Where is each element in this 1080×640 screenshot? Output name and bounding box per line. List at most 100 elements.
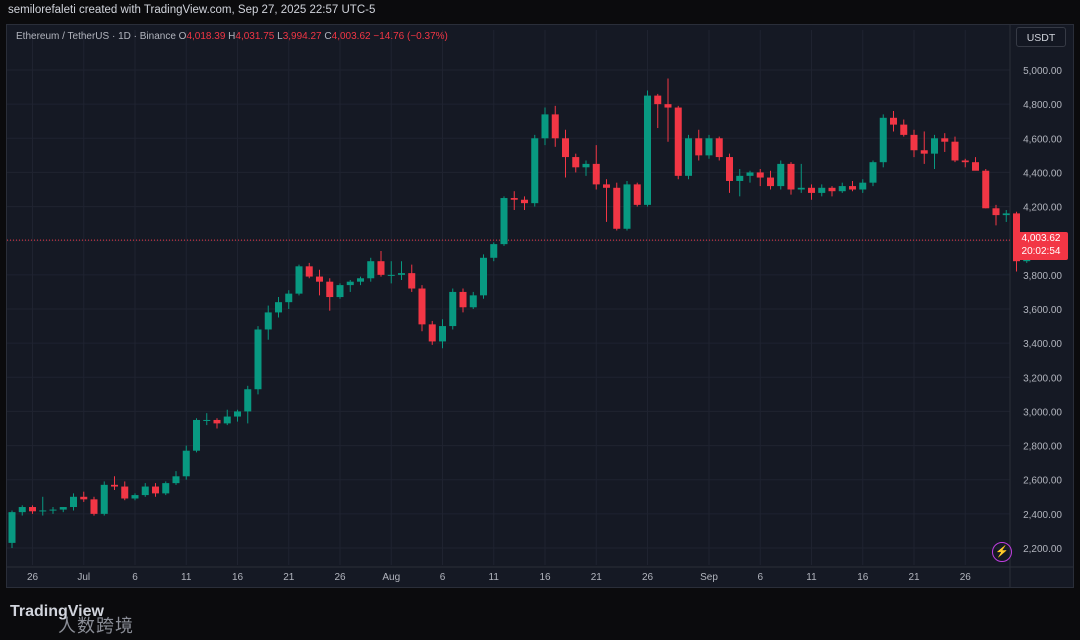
candle-body [787,163,795,190]
y-tick-label: 2,200.00 [1023,544,1062,555]
candle-body [767,177,774,187]
candle-body [141,486,149,496]
candle-body [582,163,590,168]
candle-body [531,138,539,204]
candle-body [562,138,569,158]
candle-body [541,114,549,139]
candle-body [18,507,26,513]
candle-body [613,187,621,229]
candle-body [1002,213,1010,216]
candle-body [961,160,969,163]
candle-body [480,257,487,296]
x-tick-label: 16 [539,572,551,583]
currency-button[interactable]: USDT [1016,27,1066,47]
candle-body [162,483,170,494]
y-tick-label: 4,600.00 [1023,134,1062,145]
candle-body [8,512,16,543]
candle-body [152,486,159,494]
candle-body [49,509,57,511]
candle-body [705,138,713,156]
candle-body [469,295,477,308]
candle-body [295,266,303,294]
candle-body [336,285,344,298]
candle-body [264,312,272,330]
candle-body [951,141,959,161]
candle-body [551,114,559,139]
close-label: C [324,31,332,42]
candle-body [80,496,88,500]
x-tick-label: 21 [283,572,295,583]
candle-body [726,157,733,181]
candle-body [849,186,856,190]
candle-body [418,288,426,325]
candle-body [100,484,108,514]
y-tick-label: 5,000.00 [1023,66,1062,77]
candle-body [623,184,631,229]
tradingview-logo: TradingView [10,603,104,620]
x-tick-label: 16 [232,572,244,583]
candle-body [275,302,282,313]
y-tick-label: 3,600.00 [1023,305,1062,316]
candle-body [510,198,518,200]
x-tick-label: 16 [857,572,869,583]
last-price-value: 4,003.62 [1021,233,1061,244]
candle-body [972,162,979,171]
candle-body [439,326,446,342]
ohlc-legend: Ethereum / TetherUS · 1D · Binance O4,01… [16,31,448,42]
candle-body [387,274,395,276]
y-tick-label: 3,000.00 [1023,407,1062,418]
candle-body [305,266,313,277]
x-tick-label: 6 [440,572,446,583]
low-label: L [277,31,283,42]
candle-body [234,411,241,417]
candle-body [90,499,98,514]
candle-body [428,324,436,342]
x-tick-label: 21 [591,572,603,583]
candle-body [572,157,580,168]
low-value: 3,994.27 [282,31,322,42]
candle-body [828,187,836,192]
candle-body [644,95,651,205]
candle-body [449,291,457,327]
candle-body [838,186,846,192]
x-tick-label: 26 [642,572,654,583]
candle-body [992,208,1000,216]
x-tick-label: Jul [77,572,90,583]
candle-body [254,329,262,390]
symbol-label[interactable]: Ethereum / TetherUS · 1D · Binance [16,31,176,42]
candle-body [490,244,498,258]
y-tick-label: 4,400.00 [1023,168,1062,179]
top-bar: semilorefaleti created with TradingView.… [0,0,1080,24]
x-tick-label: 6 [132,572,138,583]
high-label: H [228,31,236,42]
x-tick-label: Sep [700,572,718,583]
candle-body [818,187,826,193]
candle-body [29,507,36,512]
candle-body [910,134,918,151]
high-value: 4,031.75 [235,31,275,42]
candle-body [746,172,754,176]
candle-body [808,187,815,193]
lightning-icon[interactable]: ⚡ [992,542,1012,562]
candle-body [869,162,877,183]
candle-body [715,138,723,158]
y-tick-label: 3,200.00 [1023,373,1062,384]
candle-body [603,184,610,188]
bar-countdown: 20:02:54 [1021,246,1061,257]
last-price-tag: 4,003.62 20:02:54 [1014,232,1068,260]
candle-body [859,182,867,190]
footer-bar [0,588,1080,640]
x-tick-label: 21 [908,572,920,583]
candle-body [182,450,190,477]
candle-body [285,293,293,303]
candle-body [664,104,672,108]
candle-body [223,416,231,424]
x-tick-label: 26 [960,572,972,583]
candle-body [346,281,354,286]
candle-body [316,276,323,282]
candle-body [920,150,928,154]
candle-body [592,163,600,185]
x-tick-label: 11 [489,572,500,583]
candle-body [121,486,129,499]
